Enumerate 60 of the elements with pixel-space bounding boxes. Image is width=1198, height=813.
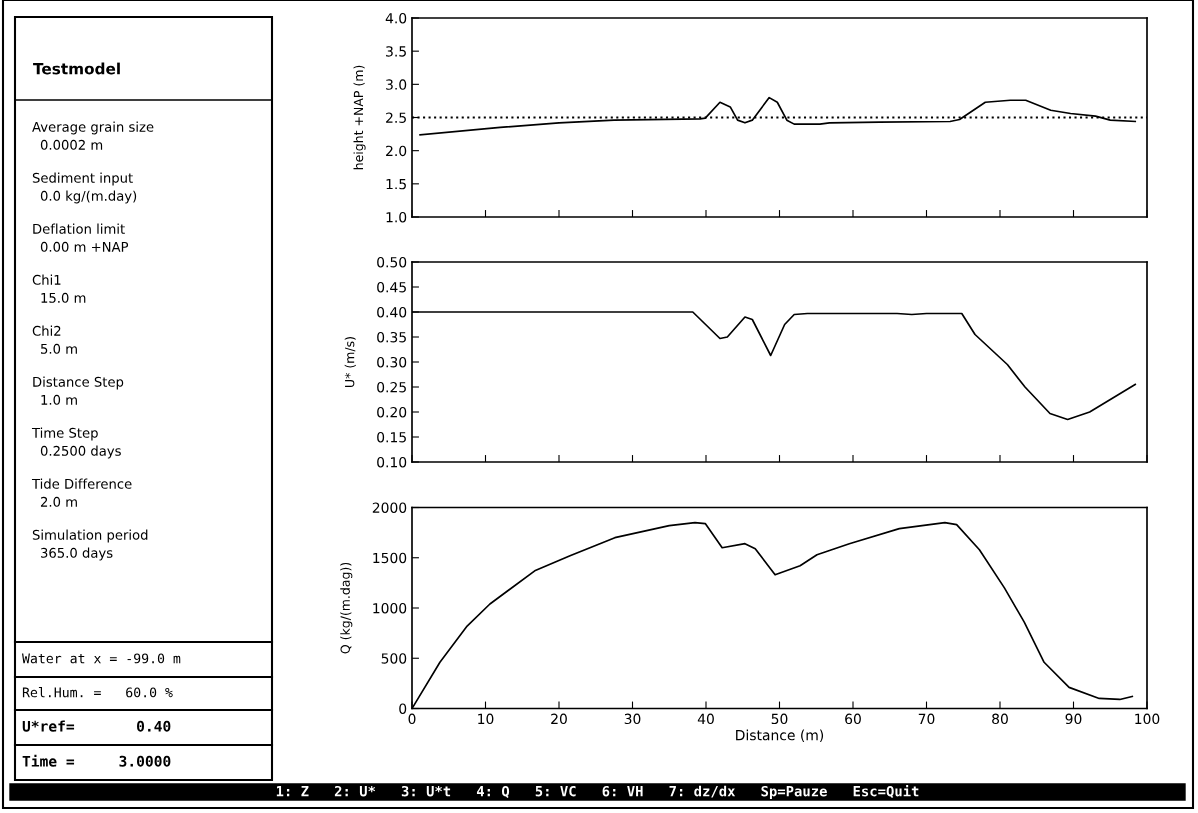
text: 15.0 m — [41, 292, 86, 303]
text: Water at x = -99.0 m — [22, 653, 181, 664]
y-tick-label: 4.0 — [385, 12, 407, 24]
text: 0.2500 days — [40, 445, 121, 459]
x-tick-label: 40 — [697, 713, 714, 725]
text: Time = 3.0000 — [22, 754, 171, 767]
y-tick-label: 0.10 — [377, 456, 407, 468]
text: 1.0 m — [41, 394, 77, 405]
text: U*ref= 0.40 — [22, 720, 171, 732]
text: Average grain size — [32, 121, 154, 135]
text: Distance Step — [33, 376, 124, 390]
x-tick-label: 0 — [408, 713, 416, 725]
y-tick-label: 1000 — [373, 602, 407, 614]
x-tick-label: 90 — [1065, 713, 1082, 725]
y-tick-label: 3.5 — [386, 46, 406, 57]
y-tick-label: 3.0 — [386, 79, 407, 90]
text: 0.0 kg/(m.day) — [40, 190, 137, 204]
text: Chi1 — [32, 274, 61, 285]
y-tick-label: 0.35 — [377, 331, 406, 343]
x-tick-label: 50 — [771, 713, 788, 725]
text: Sediment input — [32, 172, 133, 186]
text: Chi2 — [32, 325, 61, 336]
text: Tide Difference — [31, 478, 132, 489]
x-tick-label: 10 — [478, 713, 494, 725]
text: Rel.Hum. = 60.0 % — [22, 687, 173, 698]
text: Time Step — [31, 427, 98, 441]
y-tick-label: 0.15 — [377, 431, 406, 443]
y-tick-label: 1500 — [373, 552, 407, 564]
text: 5.0 m — [41, 343, 77, 354]
x-tick-label: 30 — [624, 713, 641, 725]
text: 0.00 m +NAP — [40, 241, 129, 252]
y-axis-title: height +NAP (m) — [353, 65, 366, 170]
y-tick-label: 500 — [381, 653, 407, 664]
x-tick-label: 70 — [918, 713, 935, 725]
text: 2.0 m — [40, 496, 77, 507]
y-tick-label: 0.50 — [377, 256, 407, 268]
text: 1: Z 2: U* 3: U*t 4: Q 5: VC 6: VH 7: dz/dx Sp=Pauze Esc=Quit — [276, 784, 919, 800]
y-tick-label: 2.0 — [386, 145, 407, 157]
y-tick-label: 0.30 — [377, 356, 407, 368]
text: Simulation period — [32, 529, 148, 543]
y-tick-label: 0 — [399, 703, 407, 714]
y-tick-label: 1.0 — [386, 211, 407, 223]
y-axis-title: U* (m/s) — [344, 337, 356, 387]
text: 0.0002 m — [40, 139, 103, 150]
y-tick-label: 0.25 — [377, 381, 406, 393]
text: Deflation limit — [33, 223, 125, 234]
x-tick-label: 60 — [845, 713, 861, 725]
y-axis-title: Q (kg/(m.dag)) — [340, 562, 353, 654]
x-tick-label: 20 — [551, 713, 567, 725]
x-tick-label: 100 — [1135, 713, 1160, 725]
x-tick-label: 80 — [992, 713, 1008, 725]
y-tick-label: 0.45 — [377, 281, 406, 293]
y-tick-label: 0.20 — [377, 406, 407, 418]
x-axis-title: Distance (m) — [736, 729, 824, 742]
text: Testmodel — [33, 62, 120, 75]
y-tick-label: 0.40 — [377, 306, 407, 318]
text: 365.0 days — [41, 547, 113, 561]
y-tick-label: 1.5 — [386, 178, 406, 190]
y-tick-label: 2000 — [372, 502, 407, 513]
y-tick-label: 2.5 — [386, 112, 406, 123]
